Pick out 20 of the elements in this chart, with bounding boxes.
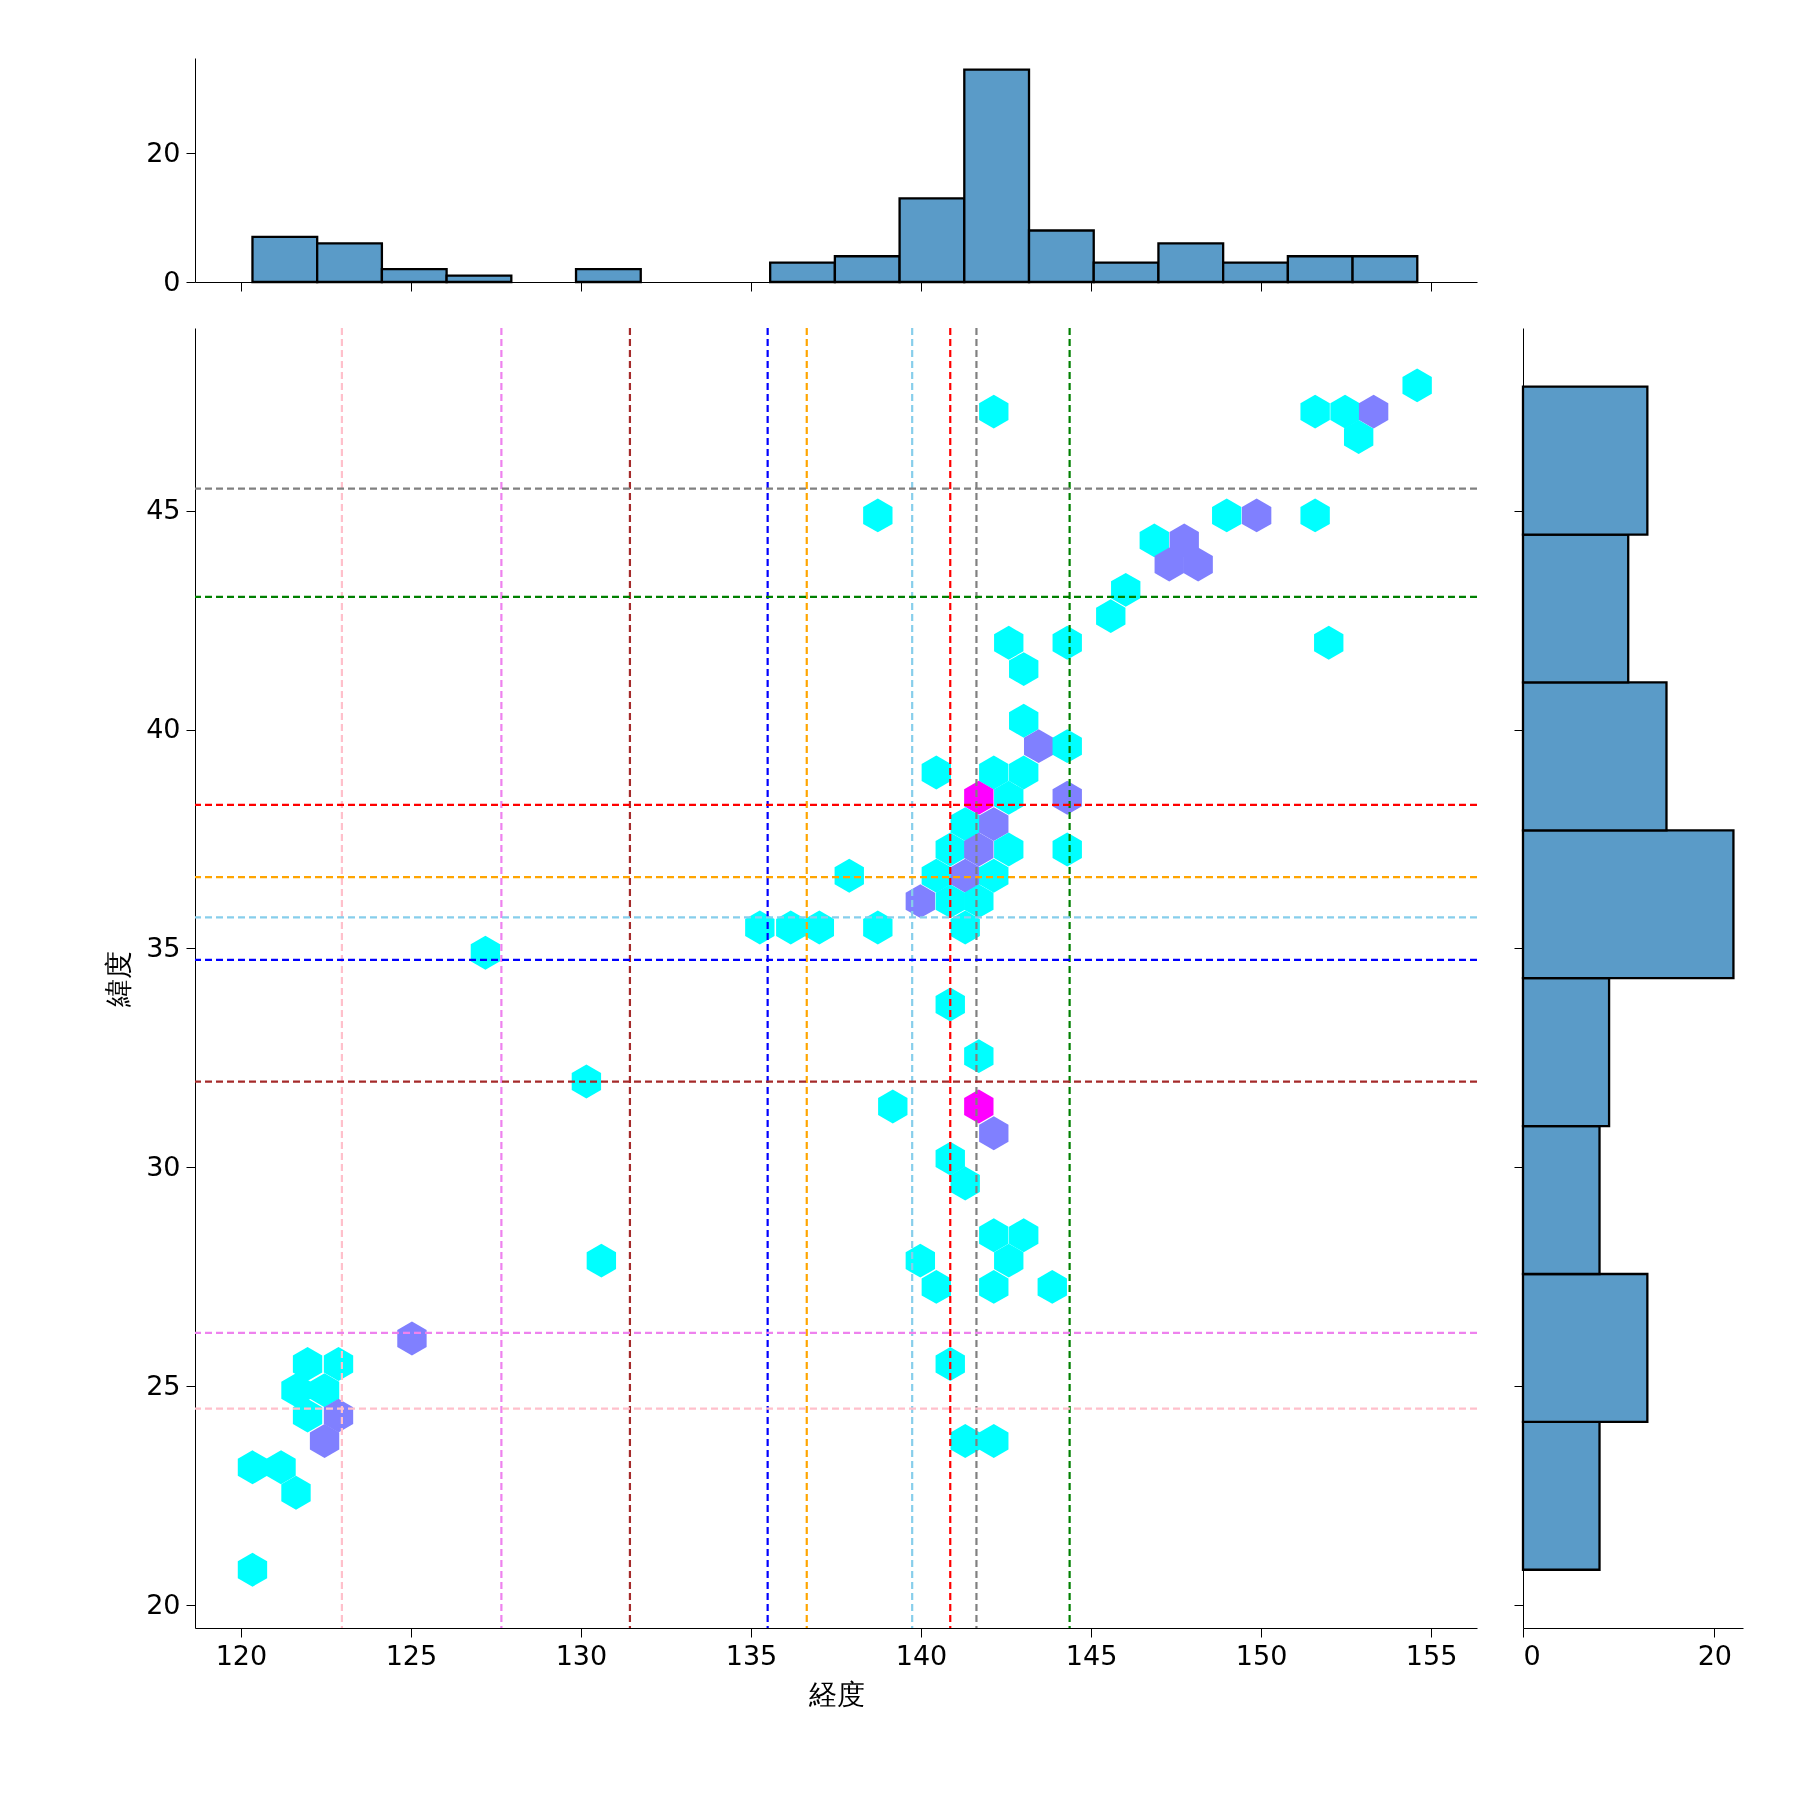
x-tick-label: 140 (895, 1639, 948, 1671)
x-tick-label: 125 (385, 1639, 438, 1671)
x-tick-label: 150 (1235, 1639, 1288, 1671)
y-axis-title: 緯度 (102, 950, 136, 1008)
x-tick-label: 135 (725, 1639, 778, 1671)
y-tick-label: 20 (146, 1588, 181, 1620)
x-tick-label: 120 (215, 1639, 268, 1671)
y-tick-label: 25 (146, 1369, 181, 1401)
y-tick-label: 30 (146, 1150, 181, 1182)
y-tick-label: 45 (146, 494, 181, 526)
y-tick-label: 0 (163, 265, 181, 297)
x-tick-label: 0 (1523, 1639, 1541, 1671)
x-tick-label: 130 (555, 1639, 608, 1671)
y-tick-label: 35 (146, 931, 181, 963)
x-axis-title: 経度 (807, 1677, 865, 1711)
x-tick-label: 145 (1065, 1639, 1118, 1671)
x-tick-label: 20 (1697, 1639, 1732, 1671)
y-tick-label: 20 (146, 136, 181, 168)
x-tick-label: 155 (1405, 1639, 1458, 1671)
y-tick-label: 40 (146, 713, 181, 745)
